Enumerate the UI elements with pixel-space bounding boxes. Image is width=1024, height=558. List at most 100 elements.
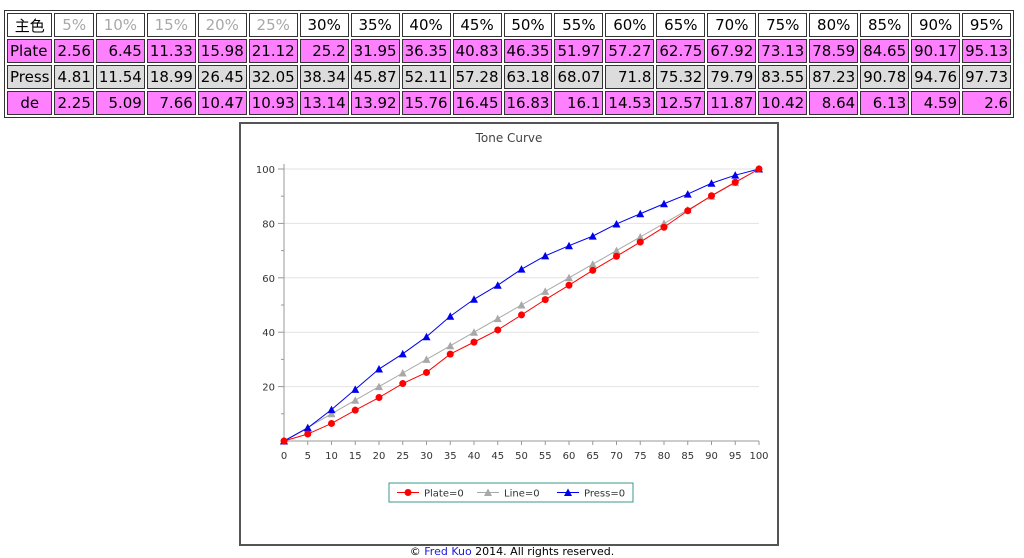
value-cell: 11.87	[707, 91, 757, 115]
data-point	[565, 241, 573, 250]
data-point	[303, 423, 312, 432]
x-tick-label: 100	[749, 451, 768, 462]
value-cell: 13.92	[350, 91, 400, 115]
data-point	[683, 190, 692, 198]
x-tick-label: 25	[396, 451, 409, 462]
value-cell: 6.45	[95, 39, 145, 63]
data-point	[470, 295, 478, 303]
data-point	[328, 419, 335, 427]
author-link[interactable]: Fred Kuo	[424, 545, 472, 558]
value-cell: 16.1	[554, 91, 604, 115]
data-point	[755, 165, 763, 173]
value-cell: 21.12	[248, 39, 298, 63]
tone-curve-svg: Tone Curve 20 40 60 80 100 0 5 10 15 20 25 30 35 40 45 5…	[256, 131, 769, 503]
value-cell: 15.98	[197, 39, 247, 63]
data-point	[422, 355, 431, 363]
value-cell: 97.73	[962, 65, 1012, 89]
value-cell: 2.56	[54, 39, 94, 63]
x-tick-label: 20	[373, 451, 386, 462]
x-tick-label: 0	[281, 451, 287, 462]
legend-label: Line=0	[504, 489, 540, 500]
value-cell: 67.92	[707, 39, 757, 63]
value-cell: 7.66	[146, 91, 196, 115]
data-point	[612, 219, 621, 228]
header-percent-cell: 50%	[503, 13, 553, 37]
value-cell: 16.83	[503, 91, 553, 115]
data-point	[636, 209, 645, 218]
data-point	[731, 178, 739, 186]
data-point	[327, 405, 336, 414]
header-percent-cell: 95%	[962, 13, 1012, 37]
x-tick-label: 10	[325, 451, 338, 462]
value-cell: 16.45	[452, 91, 502, 115]
x-tick-label: 65	[586, 451, 599, 462]
header-percent-cell: 10%	[95, 13, 145, 37]
value-cell: 52.11	[401, 65, 451, 89]
x-tick-label: 70	[610, 451, 623, 462]
header-percent-cell: 35%	[350, 13, 400, 37]
data-point	[351, 406, 359, 414]
data-point	[518, 311, 525, 319]
data-point	[398, 349, 407, 358]
header-percent-cell: 45%	[452, 13, 502, 37]
x-tick-label: 35	[444, 451, 457, 462]
x-tick-label: 75	[634, 451, 647, 462]
value-cell: 90.17	[911, 39, 961, 63]
x-tick-label: 90	[705, 451, 718, 462]
data-point	[541, 251, 550, 260]
table-row-de: de 2.25 5.09 7.66 10.47 10.93 13.14 13.92 15.76 1…	[7, 91, 1012, 115]
x-tick-label: 45	[491, 451, 504, 462]
table-row-plate: Plate 2.56 6.45 11.33 15.98 21.12 25.2 31.95 36.…	[7, 39, 1012, 63]
x-tick-label: 50	[515, 451, 528, 462]
data-point	[731, 171, 740, 179]
x-tick-label: 30	[420, 451, 433, 462]
y-tick-label: 20	[262, 383, 275, 394]
value-cell: 90.78	[860, 65, 910, 89]
data-point	[565, 281, 573, 289]
header-percent-cell: 80%	[809, 13, 859, 37]
value-cell: 95.13	[962, 39, 1012, 63]
value-cell: 57.28	[452, 65, 502, 89]
value-cell: 11.33	[146, 39, 196, 63]
x-tick-label: 15	[349, 451, 362, 462]
legend-box	[388, 482, 634, 503]
header-label-cell: 主色	[7, 13, 53, 37]
data-point	[351, 396, 360, 404]
value-cell: 79.79	[707, 65, 757, 89]
data-point	[612, 246, 621, 255]
y-tick-label: 40	[262, 328, 275, 339]
value-cell: 12.57	[656, 91, 706, 115]
value-cell: 10.47	[197, 91, 247, 115]
header-percent-cell: 60%	[605, 13, 655, 37]
data-point	[565, 273, 573, 282]
row-label-cell: Plate	[7, 39, 53, 63]
value-cell: 63.18	[503, 65, 553, 89]
value-cell: 14.53	[605, 91, 655, 115]
value-cell: 2.25	[54, 91, 94, 115]
x-tick-label: 5	[305, 451, 311, 462]
legend-marker	[484, 488, 492, 496]
legend-marker	[564, 488, 572, 496]
value-cell: 15.76	[401, 91, 451, 115]
legend-marker	[404, 489, 412, 496]
value-cell: 18.99	[146, 65, 196, 89]
table-header-row: 主色 5% 10% 15% 20% 25% 30% 35% 40% 45% 50% 55% 60% 65%…	[7, 13, 1012, 37]
x-tick-label: 80	[658, 451, 671, 462]
x-tick-label: 95	[729, 451, 742, 462]
y-tick-label: 100	[256, 165, 275, 176]
value-cell: 11.54	[95, 65, 145, 89]
copyright-suffix: 2014. All rights reserved.	[471, 545, 615, 558]
data-point	[351, 385, 360, 393]
data-point	[708, 192, 715, 200]
data-point	[588, 260, 597, 268]
row-label-cell: de	[7, 91, 53, 115]
tone-curve-chart: Tone Curve 20 40 60 80 100 0 5 10 15 20 25 30 35 40 45 5…	[239, 122, 779, 546]
value-cell: 83.55	[758, 65, 808, 89]
data-point	[399, 380, 407, 388]
legend-label: Press=0	[584, 489, 625, 500]
data-point	[494, 326, 502, 334]
value-cell: 10.93	[248, 91, 298, 115]
data-point	[375, 382, 383, 391]
data-point	[423, 368, 430, 376]
copyright-prefix: ©	[409, 545, 425, 558]
